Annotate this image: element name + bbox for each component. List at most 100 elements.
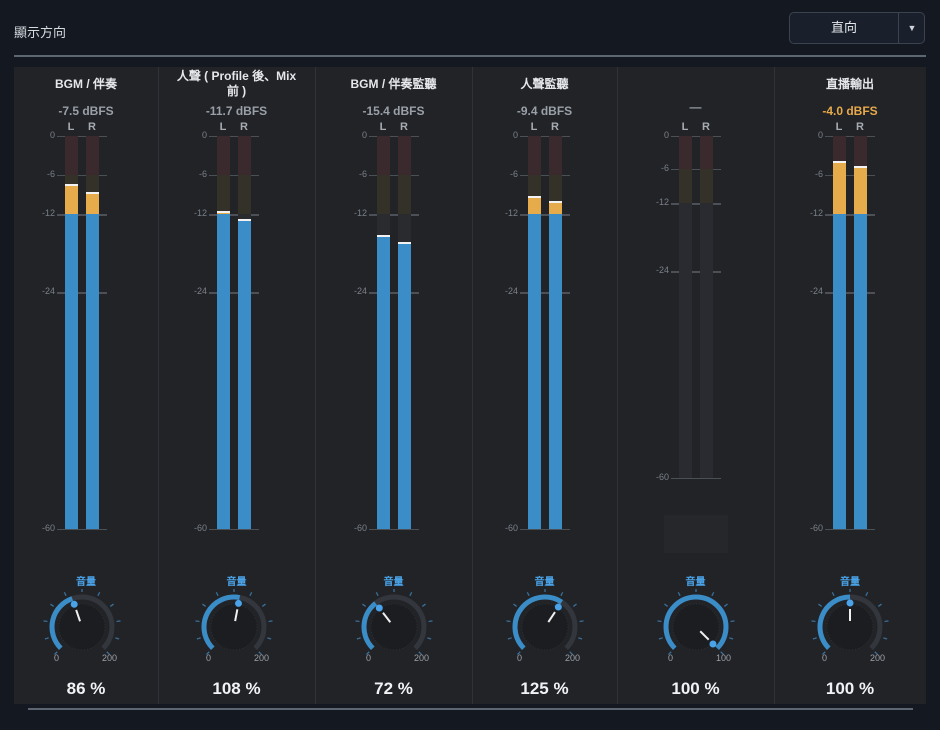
meter-red-zone bbox=[679, 136, 692, 170]
direction-select-divider bbox=[898, 13, 899, 43]
knob-tick bbox=[196, 637, 201, 640]
volume-knob[interactable]: 0 200 bbox=[27, 589, 137, 669]
meter-left-label: L bbox=[67, 121, 75, 133]
knob-max-label: 200 bbox=[870, 653, 885, 663]
caret-down-icon[interactable]: ▼ bbox=[907, 23, 917, 33]
meter-peak-marker bbox=[86, 192, 99, 195]
scale-tick-label: -12 bbox=[504, 207, 518, 218]
knob-indicator-dot bbox=[554, 603, 562, 611]
knob-tick bbox=[578, 637, 583, 640]
knob-tick bbox=[818, 603, 823, 607]
volume-knob[interactable]: 0 100 bbox=[641, 589, 751, 669]
knob-min-label: 0 bbox=[668, 653, 673, 663]
scale-gridline bbox=[57, 136, 107, 137]
scale-tick-label: -6 bbox=[509, 168, 518, 179]
meter-right bbox=[700, 136, 713, 478]
scale-gridline bbox=[369, 136, 419, 137]
scale-tick-label: -60 bbox=[41, 523, 55, 533]
knob-tick bbox=[195, 620, 200, 623]
scale-tick-label: 0 bbox=[361, 130, 367, 140]
direction-select[interactable]: 直向 ▼ bbox=[789, 12, 925, 44]
knob-tick bbox=[106, 651, 111, 656]
knob-tick bbox=[569, 651, 574, 656]
meter-level-hot-fill bbox=[833, 161, 846, 214]
knob-value-arc bbox=[663, 594, 729, 650]
scale-tick-label: -60 bbox=[809, 523, 823, 533]
knob-tick bbox=[677, 591, 681, 597]
db-readout: -9.4 dBFS bbox=[516, 104, 573, 118]
meter-red-zone bbox=[377, 136, 390, 175]
scale-gridline bbox=[369, 529, 419, 530]
knob-tick bbox=[116, 620, 121, 623]
scale-tick-label: -24 bbox=[41, 286, 55, 297]
meter-left-label: L bbox=[379, 121, 387, 133]
volume-percent: 86 % bbox=[66, 679, 106, 698]
knob-tick bbox=[356, 637, 361, 640]
knob-tick bbox=[44, 637, 49, 640]
meter-level-fill bbox=[854, 213, 867, 529]
scale-gridline bbox=[369, 213, 419, 216]
knob-body bbox=[210, 603, 258, 651]
knob-tick bbox=[109, 603, 114, 607]
meter-right bbox=[238, 136, 251, 529]
meter-red-zone bbox=[700, 136, 713, 170]
volume-knob[interactable]: 0 200 bbox=[179, 589, 289, 669]
meter-level-fill bbox=[217, 213, 230, 529]
knob-tick bbox=[884, 620, 889, 623]
meter-right-label: R bbox=[856, 121, 864, 133]
knob-body bbox=[521, 603, 569, 651]
meter-level-fill bbox=[398, 243, 411, 529]
knob-tick bbox=[365, 651, 370, 656]
meter-right-label: R bbox=[551, 121, 559, 133]
meter-placeholder bbox=[664, 515, 728, 553]
meter-right-label: R bbox=[400, 121, 408, 133]
meter-level-hot-fill bbox=[86, 193, 99, 214]
meter-left bbox=[377, 136, 390, 529]
scale-gridline bbox=[825, 529, 875, 530]
meter-yellow-zone bbox=[700, 169, 713, 204]
knob-tick bbox=[730, 620, 735, 623]
meter-left-label: L bbox=[530, 121, 538, 133]
scale-gridline bbox=[57, 213, 107, 216]
meter-left bbox=[679, 136, 692, 478]
knob-tick bbox=[729, 637, 734, 640]
scale-gridline bbox=[369, 174, 419, 176]
knob-tick bbox=[831, 591, 835, 597]
knob-tick bbox=[560, 591, 564, 597]
meter-level-hot-fill bbox=[854, 167, 867, 214]
knob-tick bbox=[261, 603, 266, 607]
meter-left-label: L bbox=[835, 121, 843, 133]
knob-tick bbox=[268, 620, 273, 623]
knob-tick bbox=[664, 603, 669, 607]
meter-peak-marker bbox=[854, 166, 867, 169]
meter-red-zone bbox=[217, 136, 230, 175]
scale-tick-label: -6 bbox=[660, 163, 669, 174]
direction-select-value[interactable]: 直向 bbox=[830, 20, 857, 35]
meter-yellow-zone bbox=[679, 169, 692, 204]
volume-knob[interactable]: 0 200 bbox=[490, 589, 600, 669]
knob-value-arc bbox=[201, 594, 241, 650]
meter-red-zone bbox=[238, 136, 251, 175]
scale-tick-label: -60 bbox=[504, 523, 518, 533]
meter-yellow-zone bbox=[398, 174, 411, 214]
volume-knob[interactable]: 0 200 bbox=[339, 589, 449, 669]
meter-yellow-zone bbox=[377, 174, 390, 214]
scale-tick-label: -24 bbox=[809, 286, 823, 297]
volume-percent: 108 % bbox=[212, 679, 261, 698]
knob-tick bbox=[421, 603, 426, 607]
meter-level-hot-fill bbox=[549, 202, 562, 214]
knob-indicator-dot bbox=[709, 640, 717, 648]
meter-right bbox=[86, 136, 99, 529]
knob-indicator-dot bbox=[234, 599, 242, 607]
knob-tick bbox=[723, 603, 728, 607]
scale-tick-label: -60 bbox=[193, 523, 207, 533]
scale-gridline bbox=[209, 292, 259, 295]
volume-knob[interactable]: 0 200 bbox=[795, 589, 905, 669]
meter-peak-marker bbox=[833, 160, 846, 163]
knob-tick bbox=[658, 637, 663, 640]
scale-gridline bbox=[57, 292, 107, 295]
knob-tick bbox=[215, 591, 219, 597]
volume-label: 音量 bbox=[383, 577, 404, 588]
channel-divider bbox=[315, 67, 316, 704]
knob-tick bbox=[258, 651, 263, 656]
